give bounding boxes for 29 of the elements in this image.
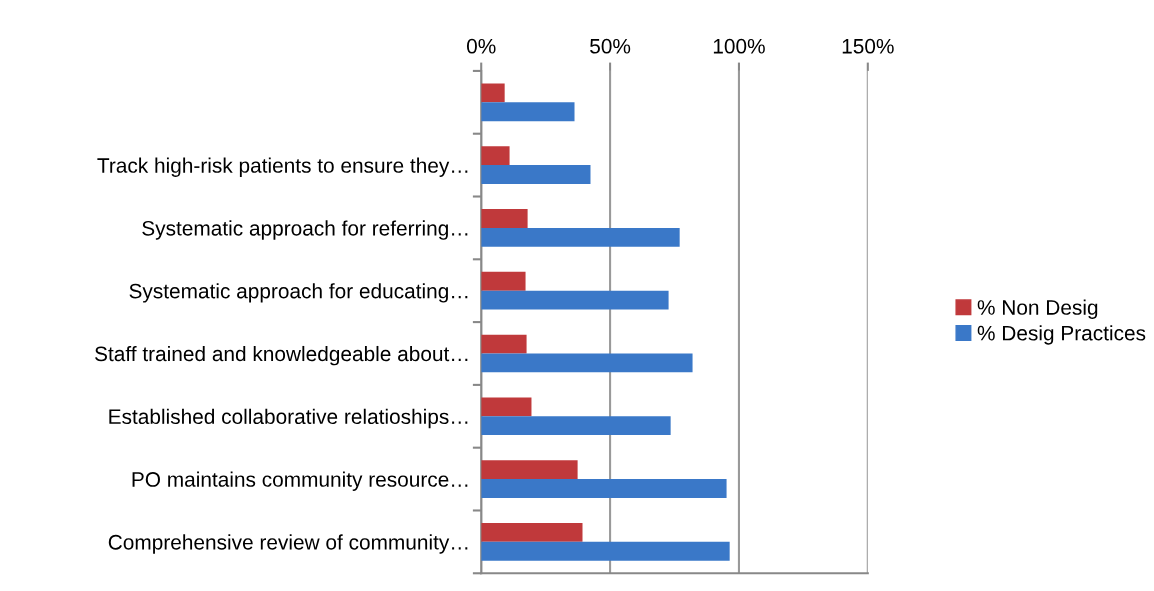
bar <box>481 83 505 103</box>
y-tick-label: Systematic approach for educating… <box>129 283 468 303</box>
bar <box>481 523 583 542</box>
y-tick-label: Systematic approach for referring… <box>142 220 468 240</box>
y-tick-label: Established collaborative relatioships… <box>109 408 468 429</box>
bar <box>481 290 669 310</box>
y-tick-label: Staff trained and knowledgeable about… <box>95 345 468 366</box>
bar <box>481 416 671 436</box>
bar <box>481 397 532 417</box>
bar <box>481 353 693 373</box>
y-tick-label: Track high-risk patients to ensure they… <box>97 157 468 177</box>
legend-label: % Desig Practices <box>977 325 1146 345</box>
bar <box>481 541 730 561</box>
bar <box>481 227 680 247</box>
bar <box>481 271 526 291</box>
bar <box>481 102 575 122</box>
legend-label: % Non Desig <box>977 299 1098 319</box>
x-tick-label: 50% <box>590 38 631 54</box>
bar <box>481 334 527 354</box>
x-tick-label: 100% <box>713 38 765 54</box>
x-tick-label: 150% <box>842 38 894 54</box>
bar <box>481 209 528 228</box>
bar <box>481 146 510 166</box>
y-tick-label: PO maintains community resource… <box>132 471 468 491</box>
bar <box>481 165 591 184</box>
x-tick-label: 0% <box>466 38 496 54</box>
bar <box>481 460 578 480</box>
y-tick-label: Comprehensive review of community… <box>108 534 468 554</box>
bar <box>481 479 727 498</box>
